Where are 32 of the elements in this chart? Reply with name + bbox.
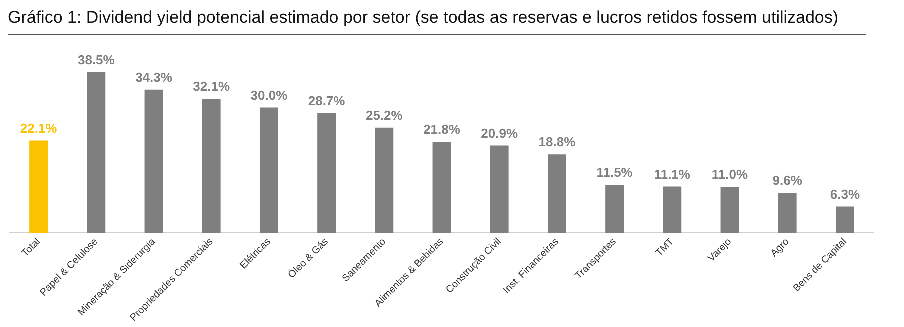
bar (260, 108, 278, 234)
bar (87, 72, 106, 234)
data-label: 20.9% (481, 126, 518, 141)
data-label: 9.6% (772, 173, 803, 188)
x-tick-label: Óleo & Gás (286, 236, 331, 281)
bar (30, 140, 48, 234)
data-label: 22.1% (20, 120, 58, 136)
bar (778, 193, 797, 234)
data-label: 38.5% (78, 52, 116, 68)
data-label: 28.7% (308, 93, 346, 108)
bar (375, 128, 394, 234)
data-label: 34.3% (136, 70, 173, 85)
bar (490, 146, 509, 234)
data-label: 21.8% (424, 122, 461, 138)
data-label: 11.5% (596, 165, 634, 180)
data-label: 6.3% (830, 186, 860, 202)
data-label: 11.0% (712, 167, 749, 182)
bar (318, 113, 336, 234)
data-label: 18.8% (538, 134, 576, 150)
data-label: 11.1% (654, 166, 691, 182)
data-label: 30.0% (250, 88, 288, 103)
data-label: 32.1% (193, 79, 230, 94)
bar (663, 186, 682, 234)
bar (144, 90, 164, 234)
bar (836, 206, 854, 234)
data-label: 25.2% (366, 108, 404, 123)
bar (606, 185, 624, 234)
chart-title: Gráfico 1: Dividend yield potencial estimado por setor (se todas as reservas e lucros retidos fossem utilizados) (8, 8, 866, 35)
bar (548, 154, 566, 234)
bar (202, 99, 221, 234)
bar (720, 187, 740, 234)
bar (432, 142, 452, 234)
